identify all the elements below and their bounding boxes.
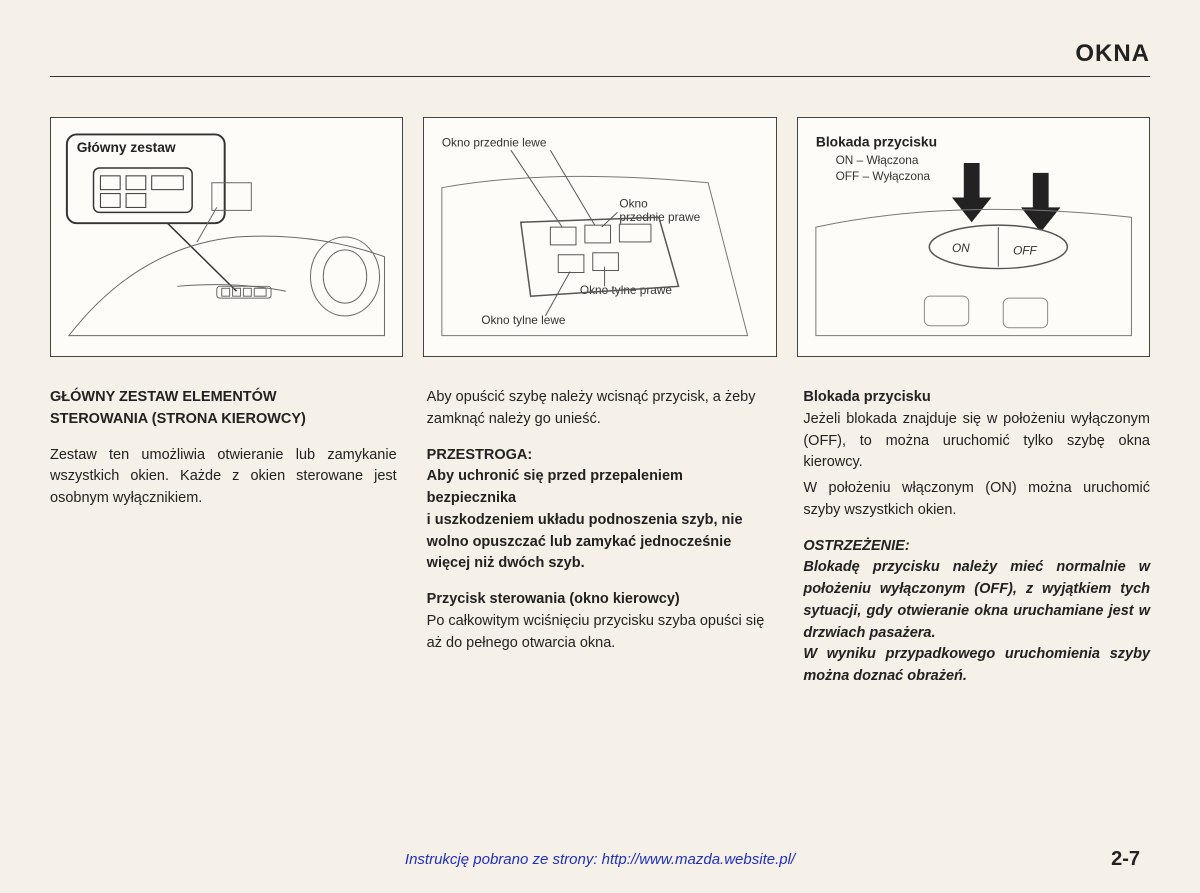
fig3-on: ON – Włączona	[835, 153, 918, 167]
col1-heading2: STEROWANIA (STRONA KIEROWCY)	[50, 409, 397, 431]
fig2-front-left: Okno przednie lewe	[442, 135, 547, 149]
col3-para1: Jeżeli blokada znajduje się w położeniu …	[803, 411, 1150, 471]
figure-lock-button: Blokada przycisku ON – Włączona OFF – Wy…	[797, 117, 1150, 357]
col2-caution-label: PRZESTROGA:	[427, 447, 533, 463]
col1-heading1: GŁÓWNY ZESTAW ELEMENTÓW	[50, 387, 397, 409]
text-columns: GŁÓWNY ZESTAW ELEMENTÓW STEROWANIA (STRO…	[50, 387, 1150, 702]
page-number: 2-7	[1111, 848, 1140, 871]
fig2-okno: Okno	[620, 196, 649, 210]
col1-para1: Zestaw ten umożliwia otwieranie lub zamy…	[50, 445, 397, 510]
fig3-title: Blokada przycisku	[816, 134, 937, 149]
fig3-off: OFF – Wyłączona	[835, 169, 930, 183]
fig3-off-btn: OFF	[1013, 244, 1037, 258]
col3-warning-label: OSTRZEŻENIE:	[803, 538, 909, 554]
fig1-label: Główny zestaw	[77, 140, 176, 155]
col3-warning-text: Blokadę przycisku należy mieć normalnie …	[803, 559, 1150, 640]
fig3-on-btn: ON	[952, 241, 970, 255]
footer-link: Instrukcję pobrano ze strony: http://www…	[405, 851, 795, 868]
figure-main-set: Główny zestaw	[50, 117, 403, 357]
figures-row: Główny zestaw Okno przednie	[50, 117, 1150, 357]
col3-warning-text2: W wyniku przypadkowego uruchomienia szyb…	[803, 646, 1150, 684]
col3-para2: W położeniu włączonym (ON) można uruchom…	[803, 478, 1150, 522]
col2-caution-text1: Aby uchronić się przed przepaleniem bezp…	[427, 468, 683, 506]
col2-caution-text2: i uszkodzeniem układu podnoszenia szyb, …	[427, 512, 743, 572]
col2-para1: Aby opuścić szybę należy wcisnąć przycis…	[427, 387, 774, 431]
column-1: GŁÓWNY ZESTAW ELEMENTÓW STEROWANIA (STRO…	[50, 387, 397, 702]
column-2: Aby opuścić szybę należy wcisnąć przycis…	[427, 387, 774, 702]
fig2-rear-left: Okno tylne lewe	[482, 313, 567, 327]
col3-heading1: Blokada przycisku	[803, 389, 930, 405]
figure-window-switches: Okno przednie lewe Okno przednie prawe O…	[423, 117, 776, 357]
column-3: Blokada przycisku Jeżeli blokada znajduj…	[803, 387, 1150, 702]
page-footer: Instrukcję pobrano ze strony: http://www…	[0, 851, 1200, 868]
page-title: OKNA	[1075, 40, 1150, 67]
page-header: OKNA	[50, 40, 1150, 77]
col2-heading2: Przycisk sterowania (okno kierowcy)	[427, 591, 680, 607]
col2-para2: Po całkowitym wciśnięciu przycisku szyba…	[427, 613, 765, 651]
